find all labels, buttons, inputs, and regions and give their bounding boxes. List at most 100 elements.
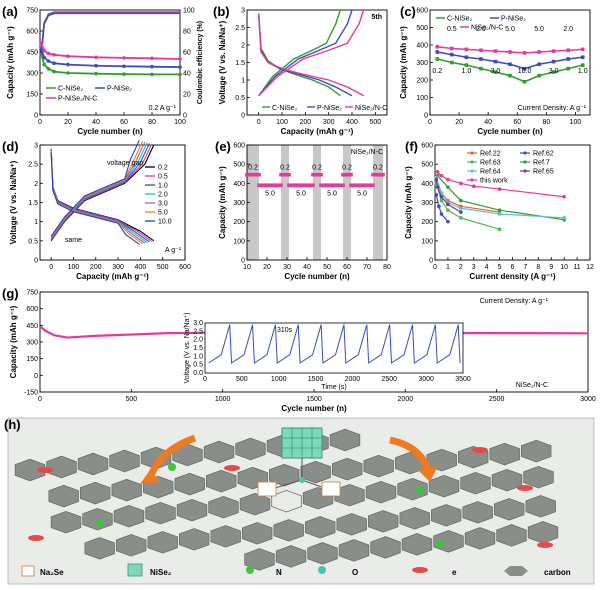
legend-carbon-label: carbon <box>544 568 571 577</box>
capacity-point <box>150 64 154 69</box>
y-tick-label: 0 <box>241 258 245 265</box>
rate-point <box>464 47 469 52</box>
capacity-point <box>309 183 313 188</box>
y-tick-label: 0 <box>34 258 38 265</box>
legend-label: Ref.62 <box>533 151 554 158</box>
carbon-hexagon <box>109 449 140 473</box>
legend-label: 3.0 <box>158 201 168 208</box>
legend-label: Ref.63 <box>480 160 501 167</box>
capacity-point <box>299 183 303 188</box>
capacity-point <box>297 183 301 188</box>
reference-point <box>459 206 463 211</box>
legend-label: Ref.7 <box>533 160 550 167</box>
x-tick-label: 3000 <box>580 396 596 403</box>
voltage-gap-annotation: voltage gap <box>107 160 143 167</box>
capacity-point <box>375 172 379 177</box>
rate-label: 5.0 <box>357 190 367 197</box>
rate-label: 0.2 <box>432 68 442 75</box>
x-tick-label: 20 <box>64 119 72 126</box>
y-tick-label: 200 <box>233 219 245 226</box>
y-tick-label: 150 <box>26 92 38 99</box>
capacity-point <box>42 48 46 53</box>
y-tick-label: -150 <box>24 390 38 397</box>
capacity-point <box>355 183 359 188</box>
legend-label: C-NiSe₂ <box>58 86 84 93</box>
x-tick-label: 500 <box>369 119 381 126</box>
x-tick-label: 3 <box>472 264 476 271</box>
y-axis-label: Capacity (mAh g⁻¹) <box>404 166 413 239</box>
carbon-hexagon <box>399 507 430 530</box>
y-tick-label: 600 <box>421 143 433 150</box>
capacity-point <box>287 172 291 177</box>
inset-y-tick-label: 1.0 <box>193 353 203 360</box>
nise2-crystal-cluster <box>281 427 323 459</box>
rate-point <box>580 63 585 67</box>
carbon-hexagon <box>331 457 363 481</box>
legend-unit: A g⁻¹ <box>165 247 182 254</box>
x-tick-label: 1000 <box>215 396 231 403</box>
y2-tick-label: 100 <box>183 8 195 15</box>
capacity-point <box>253 172 257 177</box>
rate-point <box>493 59 498 64</box>
capacity-point <box>46 59 51 63</box>
y-tick-label: 450 <box>26 323 38 330</box>
legend-label: P-NiSe₂/N-C <box>58 96 97 103</box>
carbon-hexagon <box>82 507 113 531</box>
capacity-point <box>311 183 315 188</box>
capacity-point <box>42 55 46 60</box>
charge-curve <box>258 9 341 97</box>
rate-point <box>508 73 512 78</box>
panel-label-h: (h) <box>4 417 21 432</box>
capacity-point <box>261 183 265 188</box>
rate-label: 3.0 <box>491 68 501 75</box>
y-tick-label: 450 <box>26 50 38 57</box>
y-tick-label: 3 <box>241 8 245 15</box>
capacity-point <box>323 183 327 188</box>
y-tick-label: 100 <box>416 95 428 102</box>
y-tick-label: 600 <box>26 29 38 36</box>
inset-x-tick-label: 2500 <box>381 376 397 383</box>
reference-point <box>439 173 444 178</box>
x-tick-label: 600 <box>179 264 191 271</box>
x-tick-label: 500 <box>157 264 169 271</box>
legend-n-swatch <box>246 566 254 574</box>
x-tick-label: 10 <box>560 264 568 271</box>
inset-x-tick-label: 2000 <box>345 376 361 383</box>
y-tick-label: 200 <box>416 78 428 85</box>
carbon-hexagon <box>48 484 79 508</box>
capacity-point <box>353 183 357 188</box>
panel-e: 10 20 30 40 50 60 70 80 0 100 200 300 400 500 600 Cycle… <box>215 139 391 281</box>
carbon-hexagon <box>464 527 496 550</box>
capacity-point <box>66 54 70 58</box>
carbon-hexagon <box>50 510 82 534</box>
x-tick-label: 0 <box>257 119 261 126</box>
y-tick-label: 3 <box>34 143 38 150</box>
y-tick-label: 300 <box>416 60 428 67</box>
y-tick-label: 2 <box>34 181 38 188</box>
rate-point <box>464 55 469 60</box>
y-axis-label: Capacity (mAh g⁻¹) <box>399 26 408 99</box>
carbon-hexagon <box>77 452 109 476</box>
capacity-series <box>40 43 181 60</box>
na2se-cell-2 <box>321 481 341 497</box>
x-tick-label: 2 <box>459 264 463 271</box>
rate-label: 2.0 <box>563 26 573 33</box>
carbon-hexagon <box>300 460 331 484</box>
capacity-point <box>39 41 44 46</box>
x-tick-label: 6 <box>511 264 515 271</box>
reference-point <box>439 212 444 216</box>
capacity-point <box>42 62 46 67</box>
legend-marker <box>470 169 474 173</box>
rate-point <box>580 55 585 60</box>
carbon-hexagon <box>275 545 307 568</box>
carbon-hexagon <box>111 478 142 502</box>
reference-point <box>434 193 439 197</box>
panel-label: (e) <box>215 139 231 154</box>
inset-y-tick-label: 2.5 <box>193 328 203 335</box>
y-tick-label: 0 <box>241 113 245 120</box>
rate-point <box>537 73 541 78</box>
rate-point <box>522 51 527 55</box>
discharge-curve <box>50 152 140 245</box>
cycle-annotation: 5th <box>372 14 383 21</box>
rate-point <box>508 62 512 67</box>
